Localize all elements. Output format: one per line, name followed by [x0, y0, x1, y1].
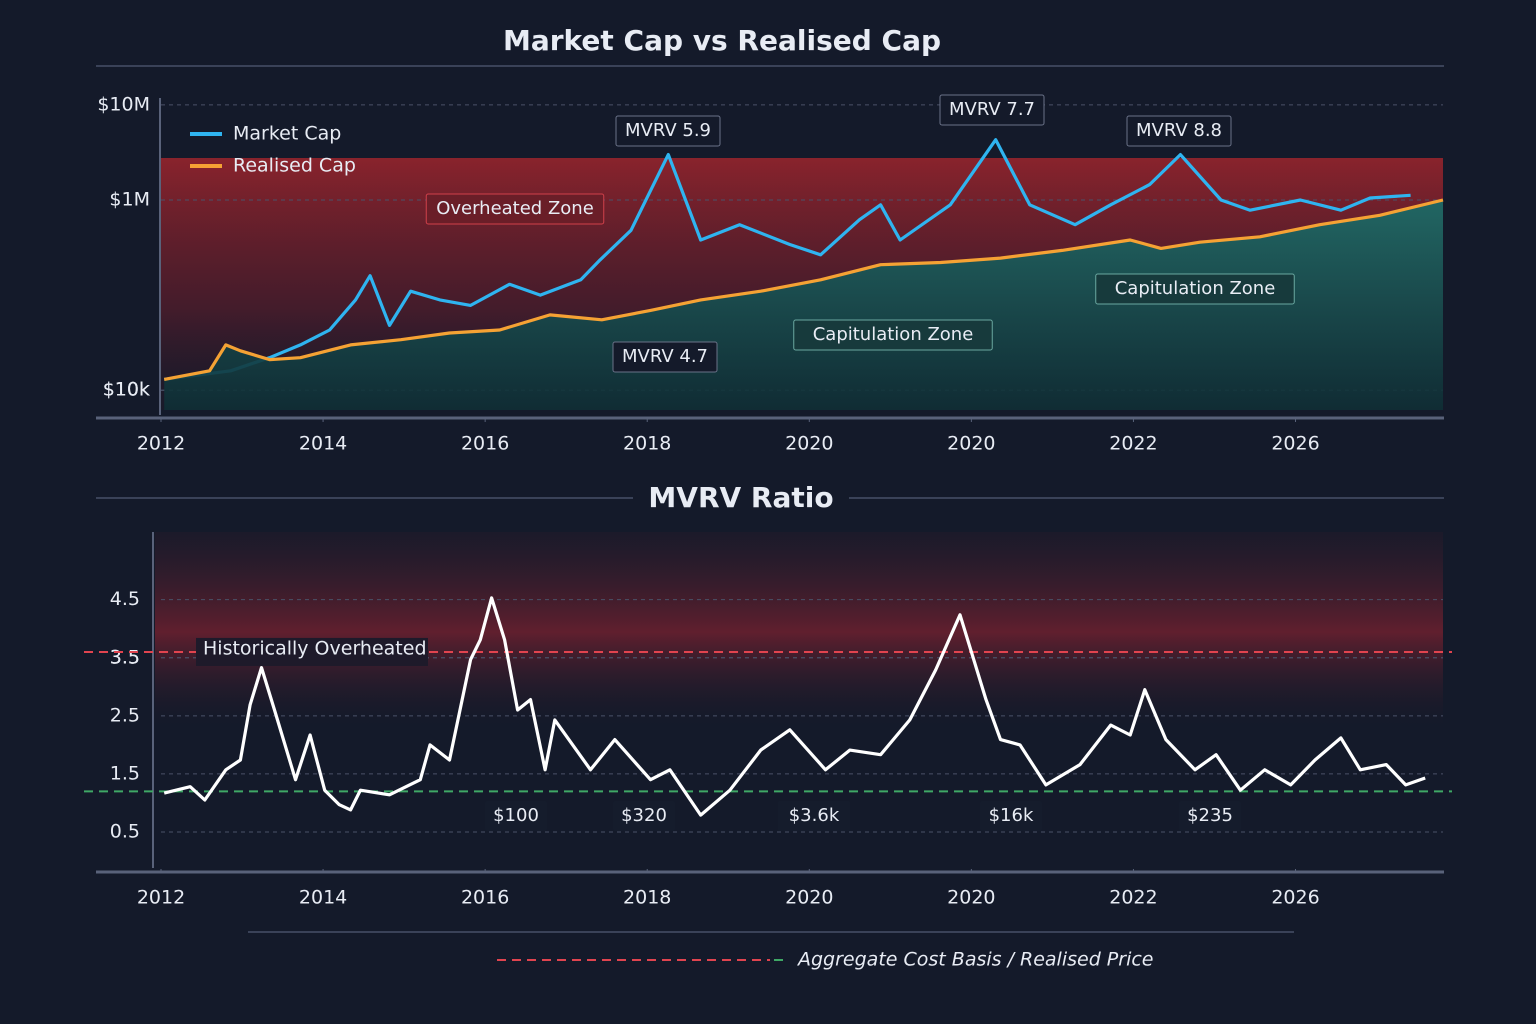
legend-label: Market Cap: [233, 123, 341, 145]
annotation-box: [615, 115, 721, 147]
line: [163, 198, 1444, 381]
line: [163, 138, 1411, 381]
x-tick-label: 2018: [623, 433, 671, 455]
annotation: Capitulation Zone: [1115, 278, 1276, 299]
x-tick-label: 2014: [299, 887, 347, 909]
y-tick-label: 0.5: [110, 820, 140, 842]
annotation: $16k: [989, 805, 1034, 826]
x-tick-label: 2026: [1271, 433, 1319, 455]
annotation: MVRV 5.9: [625, 120, 711, 141]
annotation: $3.6k: [789, 805, 840, 826]
annotation-box: [980, 801, 1042, 831]
y-tick-label: $10k: [103, 379, 150, 401]
overheated-zone: [155, 532, 1443, 732]
annotation-box: [613, 801, 675, 831]
y-tick-label: $10M: [97, 93, 150, 115]
annotation-box: [1179, 801, 1241, 831]
annotation: Capitulation Zone: [813, 324, 974, 345]
x-tick-label: 2014: [299, 433, 347, 455]
x-tick-label: 2020: [785, 433, 833, 455]
annotation: $100: [493, 805, 539, 826]
x-tick-label: 2020: [947, 887, 995, 909]
annotation: MVRV 4.7: [622, 346, 708, 367]
annotation: $235: [1187, 805, 1233, 826]
label-backdrop: [196, 637, 428, 666]
chart-title: MVRV Ratio: [648, 481, 833, 514]
annotation-box: [777, 801, 851, 831]
annotation: MVRV 8.8: [1136, 120, 1222, 141]
annotation-box: [612, 341, 718, 373]
legend-note: Aggregate Cost Basis / Realised Price: [796, 949, 1153, 971]
x-tick-label: 2016: [461, 887, 509, 909]
annotation-box: [1095, 273, 1295, 305]
annotation-box: [793, 319, 993, 351]
chart-title: Market Cap vs Realised Cap: [503, 24, 941, 57]
annotation-box: [425, 193, 605, 225]
annotation: MVRV 7.7: [949, 99, 1035, 120]
y-tick-label: 2.5: [110, 704, 140, 726]
x-tick-label: 2026: [1271, 887, 1319, 909]
x-tick-label: 2012: [137, 887, 185, 909]
annotation-box: [485, 801, 547, 831]
annotation: $320: [621, 805, 667, 826]
y-tick-label: $10k: [103, 379, 150, 401]
y-tick-label: $1M: [109, 188, 150, 210]
annotation-box: [1126, 115, 1232, 147]
y-tick-label: 1.5: [110, 762, 140, 784]
area: [164, 200, 1444, 410]
x-tick-label: 2020: [947, 433, 995, 455]
reference-label: Historically Overheated: [203, 637, 427, 659]
legend-label: Realised Cap: [233, 155, 356, 177]
x-tick-label: 2012: [137, 433, 185, 455]
annotation-box: [939, 94, 1045, 126]
y-tick-label: 3.5: [110, 646, 140, 668]
y-tick-label: 4.5: [110, 588, 140, 610]
x-tick-label: 2018: [623, 887, 671, 909]
x-tick-label: 2022: [1109, 887, 1157, 909]
x-tick-label: 2016: [461, 433, 509, 455]
x-tick-label: 2020: [785, 887, 833, 909]
annotation: Overheated Zone: [436, 198, 594, 219]
x-tick-label: 2022: [1109, 433, 1157, 455]
line: [163, 596, 1426, 817]
